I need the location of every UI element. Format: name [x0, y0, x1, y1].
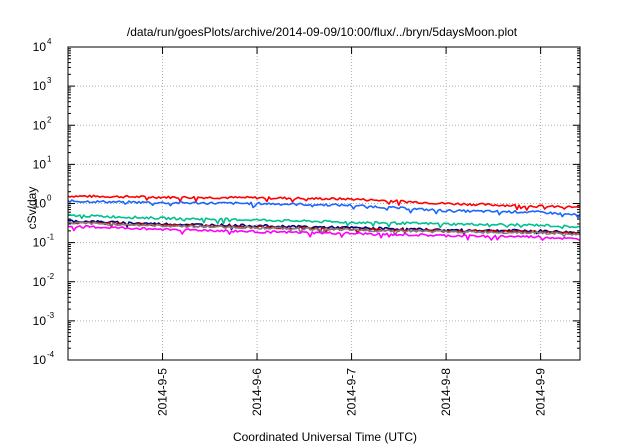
y-tick-label: 10	[33, 40, 47, 54]
series-line-1	[67, 194, 580, 211]
y-axis-label: cSv/day	[25, 187, 39, 230]
y-tick-label: 10	[33, 157, 47, 171]
y-tick-label: 10	[33, 275, 47, 289]
y-tick-exponent: -4	[47, 350, 55, 359]
series-line-2	[67, 199, 581, 219]
y-tick-label: 10	[33, 353, 47, 367]
x-tick-label: 2014-9-9	[534, 368, 548, 416]
y-tick-exponent: 3	[47, 76, 52, 85]
series-lines	[67, 194, 581, 241]
y-tick-label: 10	[33, 197, 47, 211]
x-tick-label: 2014-9-6	[250, 368, 264, 416]
x-axis-ticks: 2014-9-5 2014-9-6 2014-9-7 2014-9-8 2014-9-9	[156, 47, 548, 416]
plot-frame	[67, 46, 581, 361]
y-tick-label: 10	[33, 314, 47, 328]
y-tick-label: 10	[33, 79, 47, 93]
chart-title: /data/run/goesPlots/archive/2014-09-09/1…	[127, 25, 518, 39]
y-tick-label: 10	[33, 236, 47, 250]
y-tick-exponent: -2	[47, 272, 55, 281]
y-tick-exponent: -3	[47, 311, 55, 320]
x-tick-label: 2014-9-8	[439, 368, 453, 416]
x-axis-label: Coordinated Universal Time (UTC)	[233, 430, 417, 444]
y-tick-exponent: 1	[47, 154, 52, 163]
x-tick-label: 2014-9-5	[156, 368, 170, 416]
grid	[68, 47, 580, 360]
series-line-6	[67, 221, 581, 238]
y-tick-exponent: 2	[47, 115, 52, 124]
series-line-7	[68, 225, 581, 241]
series-line-3	[67, 213, 581, 230]
y-tick-exponent: -1	[47, 233, 55, 242]
x-tick-label: 2014-9-7	[345, 368, 359, 416]
y-tick-exponent: 0	[47, 194, 52, 203]
y-tick-exponent: 4	[47, 37, 52, 46]
y-tick-label: 10	[33, 118, 47, 132]
